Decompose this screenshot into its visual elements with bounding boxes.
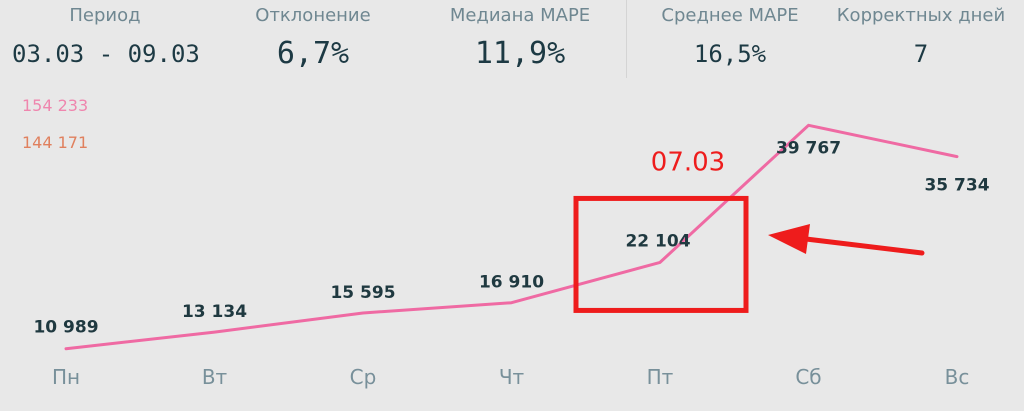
legend-value-2: 144 171 — [22, 133, 89, 152]
x-tick-label: Ср — [350, 365, 377, 389]
kpi-deviation: Отклонение 6,7% — [228, 0, 398, 71]
kpi-median-mape-label: Медиана MAPE — [449, 5, 591, 26]
kpi-period-value: 03.03 - 09.03 — [12, 40, 200, 68]
x-tick-label: Чт — [499, 365, 525, 389]
x-axis-ticks: Пн Вт Ср Чт Пт Сб Вс — [52, 365, 969, 389]
data-label: 10 989 — [33, 318, 98, 338]
x-tick-label: Сб — [795, 365, 821, 389]
series-line — [64, 123, 959, 351]
annotation-arrow-shaft — [803, 236, 925, 256]
data-labels: 10 989 13 134 15 595 16 910 22 104 39 767 35 7… — [33, 138, 989, 337]
kpi-median-mape: Медиана MAPE 11,9% — [425, 0, 615, 71]
data-label: 15 595 — [330, 283, 395, 303]
kpi-divider — [626, 0, 627, 78]
kpi-period: Период 03.03 - 09.03 — [12, 0, 200, 68]
kpi-mean-mape-value: 16,5% — [693, 40, 767, 68]
data-label: 16 910 — [479, 273, 544, 293]
annotation-arrow-head — [768, 224, 810, 254]
x-tick-label: Пн — [52, 365, 80, 389]
kpi-correct-days-value: 7 — [913, 40, 929, 68]
x-tick-label: Вс — [945, 365, 970, 389]
highlight-box — [573, 195, 749, 313]
annotation-date-label: 07.03 — [651, 147, 725, 177]
x-tick-label: Вт — [202, 365, 228, 389]
kpi-deviation-value: 6,7% — [276, 36, 350, 71]
kpi-mean-mape: Среднее MAPE 16,5% — [640, 0, 820, 68]
kpi-median-mape-value: 11,9% — [474, 36, 566, 71]
kpi-correct-days: Корректных дней 7 — [826, 0, 1016, 68]
data-label: 22 104 — [625, 231, 690, 251]
data-label: 13 134 — [182, 302, 247, 322]
annotation: 07.03 — [573, 147, 925, 313]
data-label: 35 734 — [924, 176, 989, 196]
kpi-deviation-label: Отклонение — [255, 5, 371, 26]
kpi-period-label: Период — [69, 5, 141, 26]
kpi-bar: Период 03.03 - 09.03 Отклонение 6,7% Мед… — [0, 0, 1024, 90]
x-tick-label: Пт — [647, 365, 674, 389]
kpi-correct-days-label: Корректных дней — [836, 5, 1006, 26]
kpi-mean-mape-label: Среднее MAPE — [661, 5, 799, 26]
legend-value-1: 154 233 — [22, 96, 89, 115]
data-label: 39 767 — [776, 138, 841, 158]
